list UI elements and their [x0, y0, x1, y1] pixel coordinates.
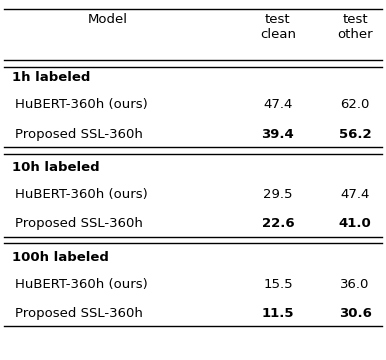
Text: 10h labeled: 10h labeled [12, 161, 99, 174]
Text: 36.0: 36.0 [340, 278, 370, 291]
Text: 41.0: 41.0 [339, 217, 371, 230]
Text: 11.5: 11.5 [262, 307, 294, 320]
Text: 100h labeled: 100h labeled [12, 251, 108, 264]
Text: 22.6: 22.6 [262, 217, 294, 230]
Text: 56.2: 56.2 [339, 128, 371, 141]
Text: 1h labeled: 1h labeled [12, 71, 90, 84]
Text: 15.5: 15.5 [263, 278, 293, 291]
Text: Proposed SSL-360h: Proposed SSL-360h [15, 307, 143, 320]
Text: 47.4: 47.4 [263, 98, 293, 111]
Text: 30.6: 30.6 [339, 307, 372, 320]
Text: HuBERT-360h (ours): HuBERT-360h (ours) [15, 188, 148, 201]
Text: Proposed SSL-360h: Proposed SSL-360h [15, 217, 143, 230]
Text: 29.5: 29.5 [263, 188, 293, 201]
Text: 62.0: 62.0 [340, 98, 370, 111]
Text: test
clean: test clean [260, 13, 296, 41]
Text: 47.4: 47.4 [340, 188, 370, 201]
Text: HuBERT-360h (ours): HuBERT-360h (ours) [15, 278, 148, 291]
Text: Model: Model [88, 13, 128, 26]
Text: HuBERT-360h (ours): HuBERT-360h (ours) [15, 98, 148, 111]
Text: Proposed SSL-360h: Proposed SSL-360h [15, 128, 143, 141]
Text: test
other: test other [337, 13, 373, 41]
Text: 39.4: 39.4 [262, 128, 294, 141]
